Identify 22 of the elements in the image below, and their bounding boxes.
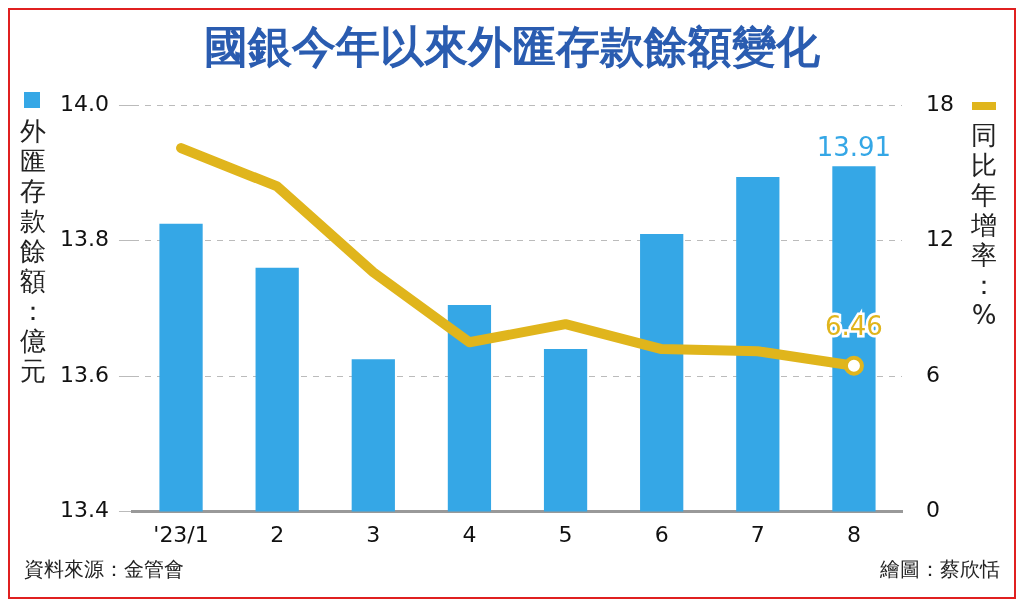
data-label: 13.91	[816, 131, 892, 162]
source-note: 資料來源：金管會	[24, 556, 184, 583]
y-tick-label: 13.6	[60, 361, 109, 387]
y2-tick-label: 0	[926, 497, 941, 523]
y2-tick-label: 18	[926, 90, 955, 116]
x-tick-label: 8	[846, 521, 861, 547]
x-tick-label: '23/1	[153, 521, 209, 547]
chart-title: 國銀今年以來外匯存款餘額變化	[203, 20, 821, 74]
x-tick-label: 6	[654, 521, 669, 547]
x-tick-label: 4	[462, 521, 477, 547]
x-tick-label: 5	[558, 521, 573, 547]
x-tick-label: 3	[366, 521, 381, 547]
text: 繪圖：蔡欣恬	[880, 556, 1000, 583]
y-tick-label: 13.4	[60, 497, 109, 523]
y-tick-label: 14.0	[60, 90, 109, 116]
y2-tick-label: 6	[926, 361, 941, 387]
y-tick-label: 13.8	[60, 226, 109, 252]
text: 外匯存款餘額：億元	[20, 116, 46, 386]
x-tick-label: 7	[750, 521, 765, 547]
y2-tick-label: 12	[926, 226, 955, 252]
y2-axis-title: 同比年增率：%	[970, 120, 998, 330]
x-tick-label: 2	[270, 521, 285, 547]
